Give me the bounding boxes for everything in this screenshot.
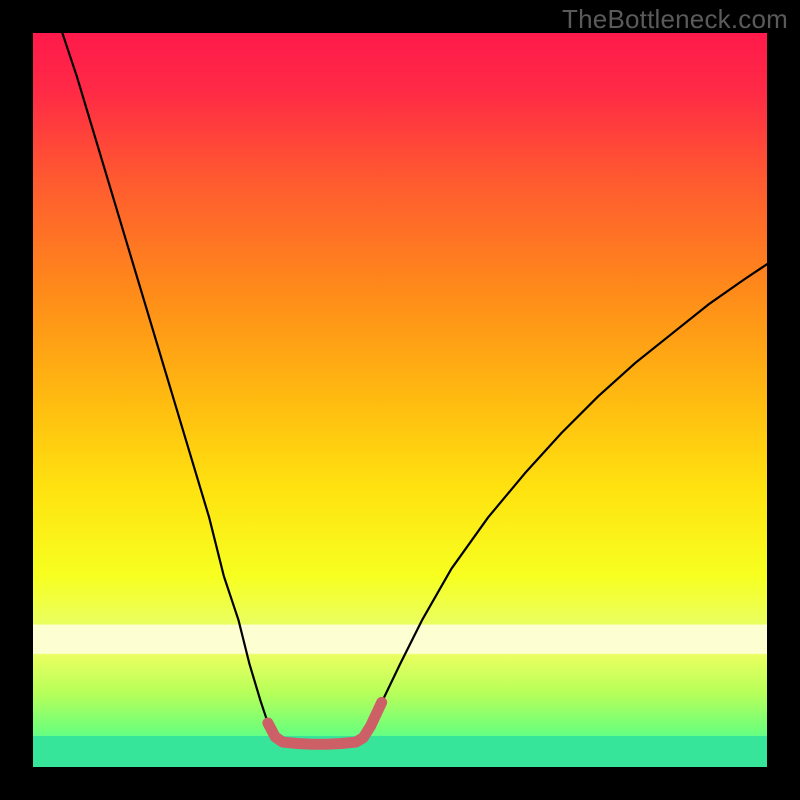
bottleneck-curve — [62, 33, 767, 744]
plot-area — [33, 33, 767, 767]
curve-layer — [33, 33, 767, 767]
bottleneck-highlight-segment — [268, 702, 382, 744]
chart-frame: TheBottleneck.com — [0, 0, 800, 800]
watermark-text: TheBottleneck.com — [562, 4, 788, 35]
